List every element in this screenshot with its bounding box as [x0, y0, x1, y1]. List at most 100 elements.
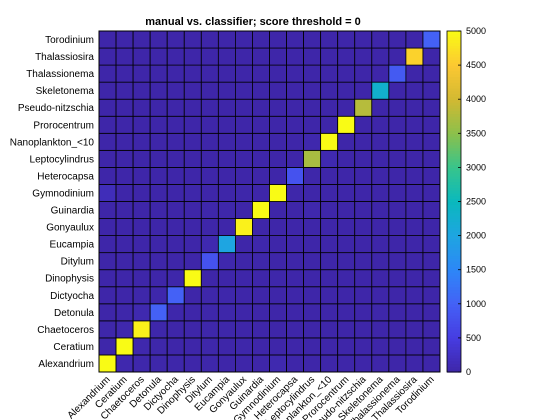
heatmap-cell	[200, 30, 219, 49]
colorbar-band	[447, 84, 461, 89]
heatmap-cell	[422, 184, 441, 202]
colorbar-band	[447, 309, 461, 313]
colorbar-band	[447, 53, 461, 58]
heatmap-cell	[234, 303, 253, 322]
heatmap-cell	[269, 47, 287, 66]
heatmap-cell	[252, 303, 270, 322]
y-tick-label: Ceratium	[53, 342, 94, 353]
colorbar-band	[447, 318, 461, 322]
heatmap-cell	[388, 47, 407, 66]
heatmap-cell	[320, 286, 339, 305]
heatmap-cell	[405, 166, 424, 185]
heatmap-cell	[252, 98, 270, 117]
colorbar-tick-label: 1500	[466, 265, 486, 275]
colorbar-band	[447, 315, 461, 319]
heatmap-cell	[234, 64, 253, 83]
heatmap-cell	[217, 81, 236, 100]
heatmap-cell	[320, 354, 339, 373]
heatmap-cell	[166, 98, 185, 117]
heatmap-cell	[269, 320, 287, 339]
heatmap-cell	[183, 252, 202, 271]
heatmap-cell	[320, 64, 339, 83]
colorbar-band	[447, 127, 461, 132]
colorbar: 0 500 1000 1500 2000 2500 3000 3500 4000 4500 5000	[446, 26, 486, 377]
heatmap-cell	[200, 201, 219, 219]
heatmap-cell	[200, 81, 219, 100]
colorbar-tick-label: 2000	[466, 231, 486, 241]
heatmap-cell	[217, 47, 236, 66]
heatmap-cell	[371, 303, 390, 322]
heatmap-cell	[252, 184, 270, 202]
heatmap-cell	[422, 132, 441, 151]
heatmap-cell	[200, 252, 219, 271]
heatmap-cell	[320, 201, 339, 219]
colorbar-band	[447, 45, 461, 49]
heatmap-cell	[269, 166, 287, 185]
colorbar-band	[447, 252, 461, 257]
heatmap-cell	[132, 30, 151, 49]
heatmap-cell	[405, 286, 424, 305]
heatmap-cell	[217, 30, 236, 49]
heatmap-cell	[183, 166, 202, 185]
heatmap-cell	[354, 184, 373, 202]
heatmap-cell	[354, 64, 373, 83]
heatmap-cell	[286, 30, 304, 49]
heatmap-cell	[183, 218, 202, 237]
colorbar-band	[447, 352, 461, 356]
heatmap-cell	[320, 166, 339, 185]
heatmap-cell	[132, 132, 151, 151]
heatmap-cell	[98, 337, 117, 356]
heatmap-cell	[98, 81, 117, 100]
heatmap-cell	[98, 30, 117, 49]
heatmap-cell	[98, 218, 117, 237]
heatmap-cell	[405, 115, 424, 134]
heatmap-cell	[98, 132, 117, 151]
heatmap-cell	[269, 64, 287, 83]
heatmap-cell	[337, 81, 356, 100]
colorbar-band	[447, 184, 461, 188]
heatmap-cell	[337, 30, 356, 49]
heatmap-cell	[320, 98, 339, 117]
heatmap-cell	[217, 115, 236, 134]
heatmap-cell	[234, 30, 253, 49]
heatmap-cell	[422, 354, 441, 373]
heatmap-cell	[320, 184, 339, 202]
heatmap-cell	[149, 81, 168, 100]
heatmap-cell	[303, 132, 322, 151]
heatmap-cell	[388, 235, 407, 254]
heatmap-cell	[320, 269, 339, 288]
heatmap-cell	[405, 201, 424, 219]
heatmap-cell	[132, 286, 151, 305]
colorbar-band	[447, 275, 461, 279]
colorbar-band	[447, 147, 461, 151]
colorbar-band	[447, 255, 461, 259]
colorbar-band	[447, 39, 461, 43]
heatmap-cell	[269, 98, 287, 117]
heatmap-cell	[422, 286, 441, 305]
heatmap-cell	[166, 47, 185, 66]
heatmap-cell	[217, 201, 236, 219]
colorbar-band	[447, 42, 461, 46]
colorbar-tick-label: 2500	[466, 197, 486, 207]
colorbar-band	[447, 286, 461, 291]
heatmap-cell	[149, 269, 168, 288]
heatmap-cell	[388, 320, 407, 339]
y-tick-label: Eucampia	[50, 240, 95, 251]
heatmap-cell	[183, 337, 202, 356]
colorbar-band	[447, 238, 461, 242]
heatmap-cell	[98, 320, 117, 339]
heatmap-cell	[115, 354, 134, 373]
heatmap-cell	[269, 252, 287, 271]
heatmap-cell	[320, 47, 339, 66]
heatmap-cell	[422, 149, 441, 168]
heatmap-cell	[422, 337, 441, 356]
heatmap-cell	[388, 269, 407, 288]
colorbar-band	[447, 50, 461, 55]
heatmap-cell	[183, 320, 202, 339]
heatmap-cell	[234, 47, 253, 66]
heatmap-cell	[149, 218, 168, 237]
heatmap-cell	[200, 166, 219, 185]
heatmap-cell	[183, 98, 202, 117]
heatmap-cell	[354, 235, 373, 254]
heatmap-cell	[303, 320, 322, 339]
